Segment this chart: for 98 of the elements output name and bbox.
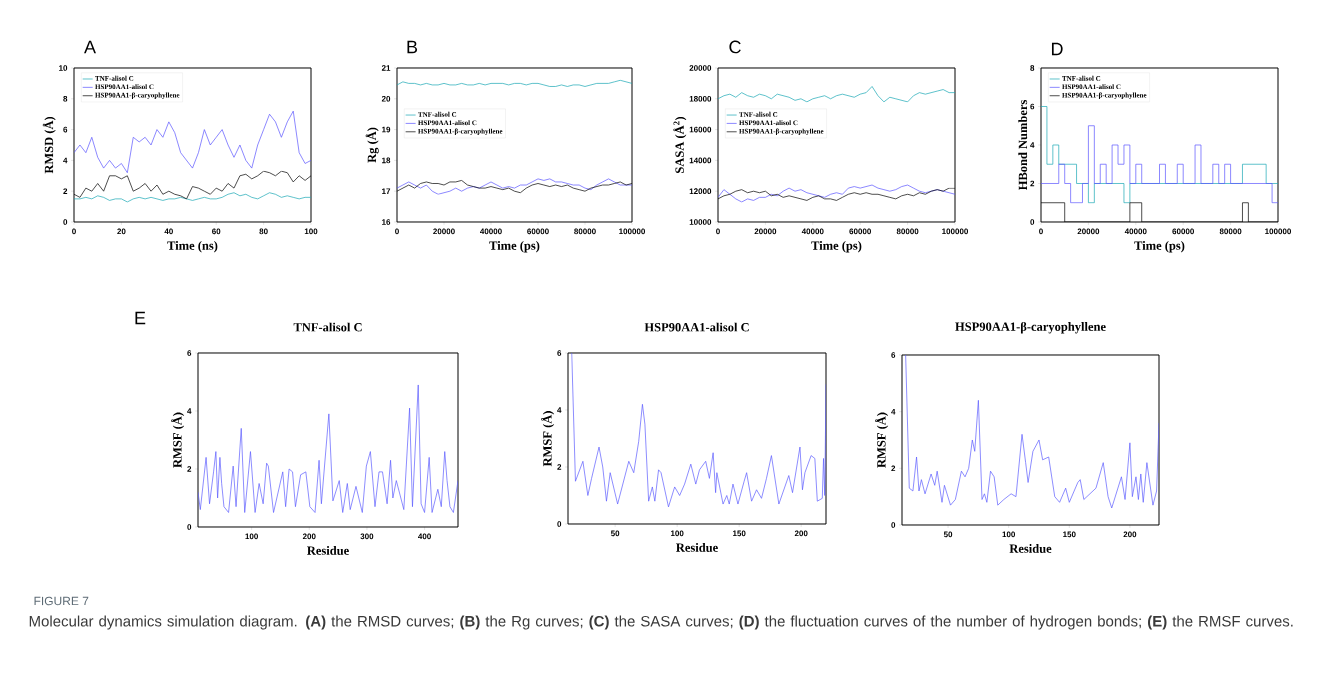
x-tick-label: 20000 [1077, 228, 1100, 235]
y-tick-label: 6 [557, 350, 562, 356]
y-tick-label: 18000 [689, 95, 712, 102]
text: C [729, 40, 741, 54]
x-tick-label: 100 [245, 533, 258, 540]
x-axis-title: Residue [676, 543, 718, 552]
text: A [84, 40, 96, 54]
x-tick-label: 20000 [754, 228, 777, 235]
x-tick-label: 80000 [574, 228, 596, 235]
y-tick-label: 2 [1030, 180, 1035, 187]
x-tick-label: 100000 [1265, 228, 1292, 235]
x-tick-label: 100 [304, 228, 318, 235]
text: B [407, 40, 418, 54]
y-tick-label: 16000 [689, 126, 712, 133]
x-tick-label: 60 [212, 228, 221, 235]
y-axis-title: Rg (Å) [365, 127, 379, 163]
x-tick-label: 150 [733, 530, 746, 537]
text: E [135, 311, 146, 325]
x-tick-label: 0 [72, 228, 76, 235]
x-tick-label: 40000 [1124, 228, 1147, 235]
y-tick-label: 6 [1030, 103, 1035, 110]
x-tick-label: 40000 [480, 228, 502, 235]
y-tick-label: 0 [1030, 219, 1035, 225]
x-tick-label: 40 [164, 228, 173, 235]
y-axis-title: SASA (Å$^{2}$) [673, 116, 687, 173]
x-axis-title: Time (ps) [1134, 241, 1185, 253]
chart-title: TNF-alisol C [293, 322, 362, 332]
line-series [74, 192, 312, 203]
y-axis-title: RMSF (Å) [541, 411, 555, 467]
y-tick-label: 20 [381, 95, 391, 102]
y-tick-label: 12000 [689, 188, 712, 195]
y-tick-label: 6 [891, 352, 896, 358]
x-tick-label: 40000 [801, 228, 824, 235]
x-tick-label: 100 [670, 530, 684, 537]
text: D [1051, 42, 1063, 56]
x-axis-title: Time (ps) [489, 241, 540, 253]
x-tick-label: 100000 [942, 228, 969, 235]
y-tick-label: 17 [382, 188, 391, 194]
x-axis-title: Residue [1009, 544, 1052, 553]
y-tick-label: 2 [187, 466, 192, 472]
x-tick-label: 400 [418, 533, 431, 540]
y-tick-label: 0 [187, 524, 192, 530]
x-tick-label: 50 [610, 530, 620, 537]
x-tick-label: 60000 [527, 228, 549, 235]
x-tick-label: 20000 [433, 228, 455, 235]
y-tick-label: 14000 [689, 157, 712, 164]
y-tick-label: 4 [1030, 142, 1035, 148]
y-axis-title: RMSF (Å) [171, 412, 185, 468]
y-tick-label: 6 [63, 126, 68, 133]
y-tick-label: 20000 [689, 65, 712, 71]
x-tick-label: 80 [259, 228, 268, 235]
x-axis-title: Residue [307, 546, 349, 555]
x-axis-title: Time (ps) [811, 241, 862, 253]
y-tick-label: 2 [891, 465, 896, 472]
y-tick-label: 0 [891, 522, 896, 528]
y-tick-label: 4 [187, 408, 192, 414]
y-tick-label: 8 [63, 95, 68, 102]
y-tick-label: 0 [63, 219, 68, 225]
x-tick-label: 200 [302, 533, 316, 540]
y-tick-label: 16 [382, 219, 391, 225]
y-tick-label: 18 [382, 157, 391, 164]
y-tick-label: 0 [557, 521, 562, 527]
y-axis-title: HBond Numbers [1018, 99, 1028, 191]
y-axis-title: RMSD (Å) [42, 116, 56, 174]
y-tick-label: 8 [1030, 65, 1035, 71]
x-axis-title: Time (ns) [167, 241, 218, 253]
x-tick-label: 0 [395, 228, 399, 235]
text: Molecular dynamics simulation diagram. (A) the RMSD curves; (B) the Rg curves; (C) the SASA curves; (D) the fluctuation curves of the number of hydrogen bonds; (E) the RMSF curves. [29, 615, 1293, 630]
x-tick-label: 150 [1063, 531, 1076, 538]
x-tick-label: 80000 [1219, 228, 1242, 235]
x-tick-label: 20 [117, 228, 126, 235]
y-tick-label: 4 [891, 408, 896, 415]
line-series [905, 354, 1159, 509]
y-tick-label: 6 [187, 350, 192, 356]
x-tick-label: 100000 [619, 228, 646, 235]
y-tick-label: 19 [382, 126, 391, 133]
x-tick-label: 50 [943, 531, 953, 538]
x-tick-label: 300 [360, 533, 374, 540]
caption: FIGURE 7 [34, 596, 89, 606]
x-tick-label: 60000 [1172, 228, 1194, 235]
y-tick-label: 10 [59, 65, 68, 71]
x-tick-label: 80000 [896, 228, 919, 235]
line-series [198, 384, 459, 513]
x-tick-label: 100 [1002, 531, 1016, 538]
y-tick-label: 21 [381, 65, 391, 71]
x-tick-label: 0 [1039, 228, 1043, 235]
y-axis-title: RMSF (Å) [875, 412, 889, 468]
y-tick-label: 2 [63, 188, 68, 194]
x-tick-label: 200 [1123, 531, 1137, 538]
y-tick-label: 2 [557, 464, 562, 470]
x-tick-label: 60000 [849, 228, 871, 235]
y-tick-label: 4 [557, 407, 562, 413]
x-tick-label: 200 [794, 530, 808, 537]
chart-title: HSP90AA1-alisol C [644, 322, 749, 332]
y-tick-label: 4 [63, 157, 68, 164]
x-tick-label: 0 [716, 228, 720, 235]
y-tick-label: 10000 [689, 219, 712, 225]
chart-title: HSP90AA1-β-caryophyllene [955, 321, 1106, 334]
